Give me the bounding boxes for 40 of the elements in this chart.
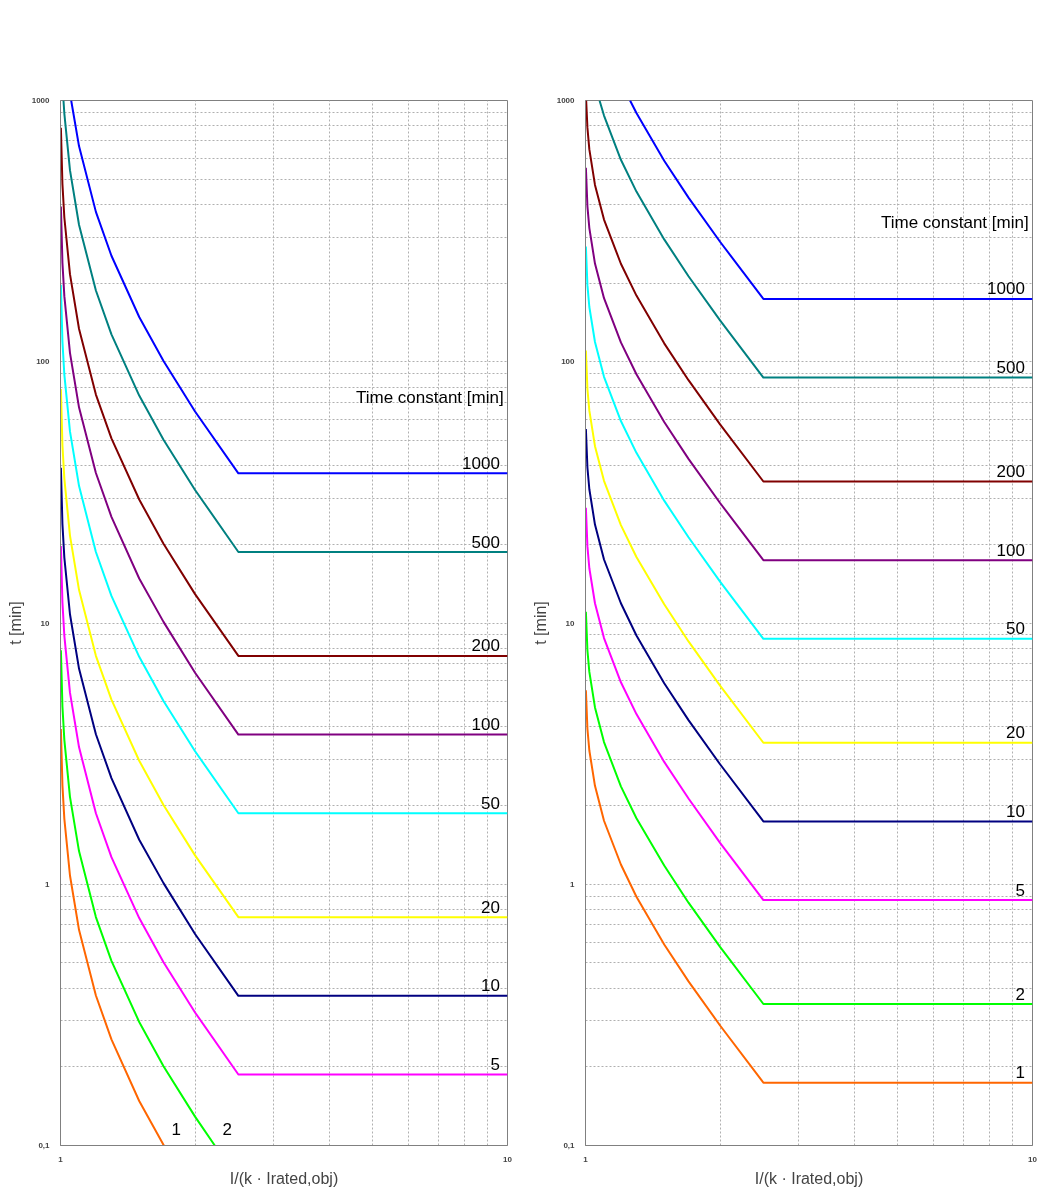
- x-tick-label: 10: [1028, 1154, 1038, 1164]
- series-label: 1: [1015, 1063, 1025, 1083]
- y-tick-label: 1: [570, 879, 576, 889]
- series-label: 2: [222, 1119, 232, 1139]
- y-tick-label: 1000: [31, 96, 51, 105]
- series-label: 500: [996, 358, 1025, 378]
- series-label: 10: [480, 976, 500, 996]
- x-axis-title: I/(k · Irated,obj): [229, 1169, 339, 1187]
- y-tick-label: 100: [36, 357, 51, 367]
- y-tick-label: 100: [561, 357, 576, 367]
- series-label: 5: [1015, 880, 1025, 900]
- series-label: 2: [1015, 984, 1025, 1004]
- x-tick-label: 1: [58, 1154, 64, 1164]
- y-tick-label: 10: [40, 618, 51, 628]
- x-tick-label: 10: [503, 1154, 513, 1164]
- legend-title: Time constant [min]: [355, 387, 504, 407]
- series-label: 50: [1005, 619, 1025, 639]
- series-label: 200: [996, 462, 1025, 482]
- x-tick-label: 1: [583, 1154, 589, 1164]
- y-tick-label: 0,1: [38, 1141, 51, 1150]
- series-label: 1000: [987, 279, 1025, 299]
- series-label: 1: [171, 1119, 181, 1139]
- y-axis-title: t [min]: [531, 601, 549, 645]
- series-label: 20: [1005, 723, 1025, 743]
- series-label: 1000: [462, 453, 500, 473]
- y-tick-label: 1000: [556, 96, 576, 105]
- series-label: 100: [996, 540, 1025, 560]
- y-tick-label: 10: [565, 618, 576, 628]
- y-axis-title: t [min]: [6, 601, 24, 645]
- series-label: 10: [1005, 801, 1025, 821]
- y-tick-label: 1: [45, 879, 51, 889]
- x-axis-title: I/(k · Irated,obj): [754, 1169, 864, 1187]
- series-label: 5: [490, 1055, 500, 1075]
- series-label: 200: [471, 636, 500, 656]
- series-label: 50: [480, 793, 500, 813]
- series-label: 100: [471, 715, 500, 735]
- series-label: 500: [471, 532, 500, 552]
- legend-title: Time constant [min]: [880, 213, 1029, 233]
- series-label: 20: [480, 897, 500, 917]
- y-tick-label: 0,1: [563, 1141, 576, 1150]
